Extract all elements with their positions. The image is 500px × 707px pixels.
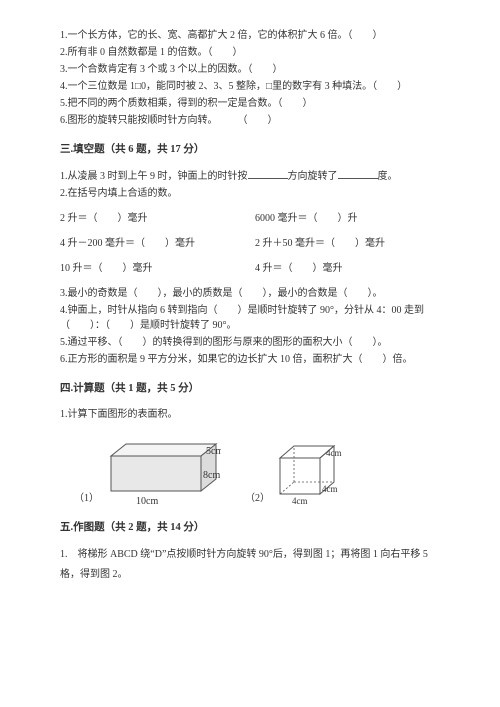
fill-row2: 4 升－200 毫升＝（ ）毫升 2 升＋50 毫升＝（ ）毫升 — [60, 236, 450, 251]
judge-q6: 6.图形的旋转只能按顺时针方向转。 （ ） — [60, 113, 450, 128]
judge-q3: 3.一个合数肯定有 3 个或 3 个以上的因数。（ ） — [60, 62, 450, 77]
figure-row: （1） 5cm 8cm 10cm （2） 4cm 4cm 4cm — [74, 436, 450, 506]
fill-r2b: 2 升＋50 毫升＝（ ）毫升 — [255, 236, 450, 251]
section-calc-title: 四.计算题（共 1 题，共 5 分） — [60, 381, 450, 397]
judge-q2: 2.所有非 0 自然数都是 1 的倍数。（ ） — [60, 45, 450, 60]
fill-r3b: 4 升＝（ ）毫升 — [255, 261, 450, 276]
fill-r1b: 6000 毫升＝（ ）升 — [255, 211, 450, 226]
fill-q1-b: 方向旋转了 — [288, 171, 338, 182]
fill-q1: 1.从凌晨 3 时到上午 9 时，钟面上的时针按 方向旋转了 度。 — [60, 168, 450, 184]
figure-cube: 4cm 4cm 4cm — [272, 436, 352, 506]
figure-cuboid-wrap: （1） 5cm 8cm 10cm — [74, 436, 221, 506]
fill-q3: 3.最小的奇数是（ ），最小的质数是（ ），最小的合数是（ ）。 — [60, 286, 450, 301]
fill-q4: 4.钟面上，时针从指向 6 转到指向（ ）是顺时针旋转了 90°，分针从 4：0… — [60, 303, 450, 333]
fill-row3: 10 升＝（ ）毫升 4 升＝（ ）毫升 — [60, 261, 450, 276]
judge-q5: 5.把不同的两个质数相乘，得到的积一定是合数。（ ） — [60, 96, 450, 111]
blank — [248, 168, 288, 179]
fill-q1-a: 1.从凌晨 3 时到上午 9 时，钟面上的时针按 — [60, 171, 248, 182]
cuboid-w-label: 10cm — [136, 496, 158, 506]
fill-q6: 6.正方形的面积是 9 平方分米，如果它的边长扩大 10 倍，面积扩大（ ）倍。 — [60, 352, 450, 367]
fill-q2: 2.在括号内填上合适的数。 — [60, 186, 450, 201]
cube-w-label: 4cm — [292, 496, 308, 506]
fill-q1-c: 度。 — [378, 171, 398, 182]
cube-h-label: 4cm — [322, 484, 338, 494]
judge-q1: 1.一个长方体，它的长、宽、高都扩大 2 倍，它的体积扩大 6 倍。（ ） — [60, 28, 450, 43]
section-draw-title: 五.作图题（共 2 题，共 14 分） — [60, 520, 450, 536]
figure-cuboid: 5cm 8cm 10cm — [101, 436, 221, 506]
fill-r3a: 10 升＝（ ）毫升 — [60, 261, 255, 276]
cuboid-h-label: 8cm — [203, 470, 220, 481]
draw-q1: 1. 将梯形 ABCD 绕“D”点按顺时针方向旋转 90°后，得到图 1；再将图… — [60, 545, 450, 585]
fill-row1: 2 升＝（ ）毫升 6000 毫升＝（ ）升 — [60, 211, 450, 226]
fill-r2a: 4 升－200 毫升＝（ ）毫升 — [60, 236, 255, 251]
blank — [338, 168, 378, 179]
judge-q4: 4.一个三位数是 1□0，能同时被 2、3、5 整除，□里的数字有 3 种填法。… — [60, 79, 450, 94]
fill-r1a: 2 升＝（ ）毫升 — [60, 211, 255, 226]
figure-cube-idx: （2） — [245, 491, 270, 506]
calc-q1: 1.计算下面图形的表面积。 — [60, 407, 450, 422]
figure-cube-wrap: （2） 4cm 4cm 4cm — [245, 436, 352, 506]
section-fill-title: 三.填空题（共 6 题，共 17 分） — [60, 142, 450, 158]
figure-cuboid-idx: （1） — [74, 491, 99, 506]
cuboid-d-label: 5cm — [206, 446, 221, 457]
cube-d-label: 4cm — [326, 448, 342, 458]
fill-q5: 5.通过平移、（ ）的转换得到的图形与原来的图形的面积大小（ ）。 — [60, 335, 450, 350]
